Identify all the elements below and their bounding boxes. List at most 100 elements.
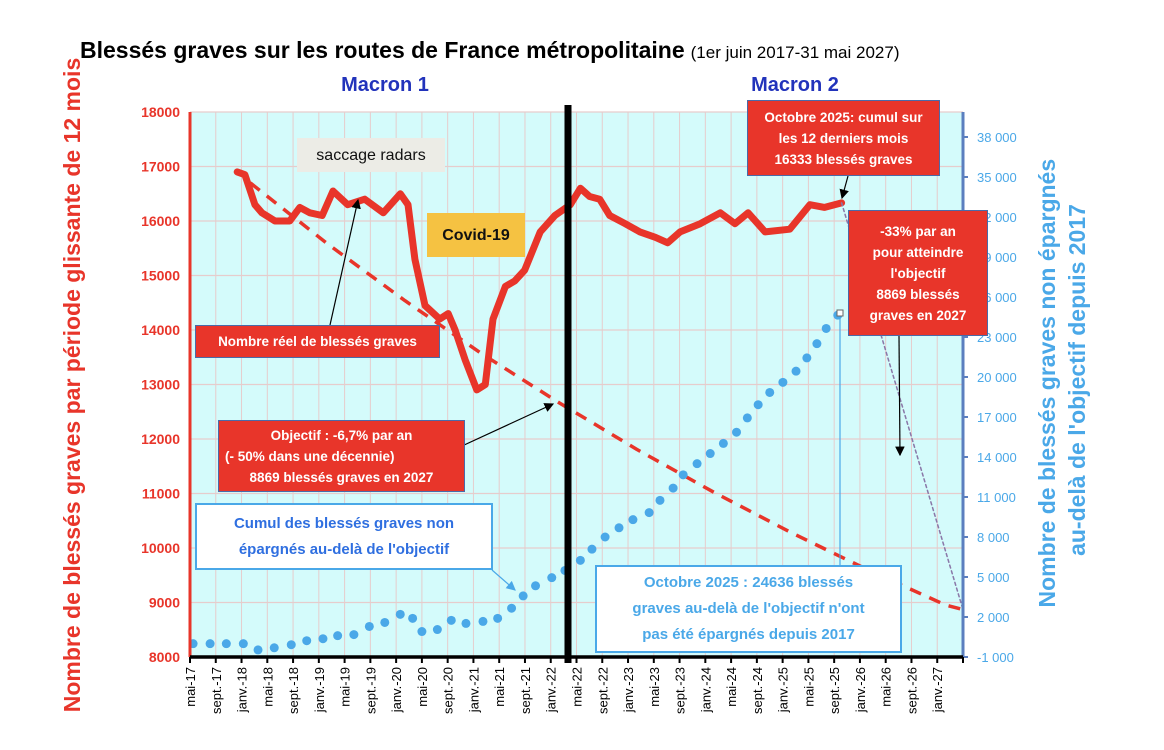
annotation-arrow — [461, 403, 555, 447]
annotation-octobre-non-epargnes: Octobre 2025 : 24636 blessés graves au-d… — [595, 565, 902, 653]
annotation-arrow — [895, 335, 905, 457]
y2-tick-label: 35 000 — [977, 170, 1017, 185]
cumul-data-point — [791, 366, 801, 376]
cumul-data-point — [692, 459, 702, 469]
cumul-data-point — [518, 591, 528, 601]
objectif-line2: (- 50% dans une décennie) — [225, 448, 395, 464]
cumul-data-point — [380, 617, 390, 627]
cumul-data-point — [238, 639, 248, 649]
x-tick-label: mai-23 — [647, 667, 662, 707]
x-tick-label: sept.-18 — [286, 667, 301, 714]
cumul-data-point — [408, 613, 418, 623]
moins33-line1: -33% par an — [880, 223, 956, 239]
cumul-data-point — [395, 609, 405, 619]
annotation-nombre-reel: Nombre réel de blessés graves — [195, 325, 440, 358]
y-tick-label: 13000 — [141, 377, 180, 393]
x-tick-label: sept.-26 — [904, 667, 919, 714]
y2-tick-label: 11 000 — [977, 490, 1016, 505]
annotation-saccage-radars: saccage radars — [297, 138, 445, 172]
cumul-label-line2: épargnés au-delà de l'objectif — [238, 540, 450, 558]
moins33-line5: graves en 2027 — [869, 307, 967, 323]
x-tick-label: janv.-26 — [853, 667, 868, 713]
cumul-data-point — [644, 508, 654, 518]
cumul-data-point — [678, 470, 688, 480]
cumul-label-line1: Cumul des blessés graves non — [233, 514, 455, 532]
y2-tick-label: 14 000 — [977, 450, 1017, 465]
cumul-data-point — [718, 438, 728, 448]
cumul-data-point — [269, 643, 279, 653]
cumul-data-point — [318, 634, 328, 644]
cumul-data-point — [531, 581, 541, 591]
cumul-data-point — [507, 603, 517, 613]
cumul-data-point — [432, 625, 442, 635]
octobre-cumul-line1: Octobre 2025: cumul sur — [764, 109, 923, 125]
cumul-data-point — [821, 323, 831, 333]
x-tick-label: mai-26 — [879, 667, 894, 707]
annotation-arrow-blue — [491, 569, 516, 591]
cumul-data-point — [778, 377, 788, 387]
cumul-data-point — [668, 483, 678, 493]
cumul-data-point — [655, 495, 665, 505]
y-tick-label: 17000 — [141, 159, 180, 175]
y-tick-label: 12000 — [141, 431, 180, 447]
y2-tick-label: 5 000 — [977, 570, 1010, 585]
cumul-data-point — [547, 573, 557, 583]
cumul-data-point — [417, 627, 427, 637]
title-main: Blessés graves sur les routes de France … — [80, 37, 685, 63]
x-tick-label: mai-17 — [183, 667, 198, 707]
x-tick-label: mai-18 — [260, 667, 275, 707]
y-tick-label: 11000 — [142, 486, 180, 502]
x-tick-label: janv.-19 — [312, 667, 327, 713]
cumul-data-point — [765, 387, 775, 397]
x-tick-label: sept.-19 — [363, 667, 378, 714]
cumul-data-point — [575, 555, 585, 565]
annotation-arrow — [839, 175, 849, 200]
cumul-data-point — [205, 639, 215, 649]
annotation-moins-33: -33% par an pour atteindre l'objectif 88… — [848, 210, 988, 336]
cumul-data-point — [732, 427, 742, 437]
cumul-data-point — [802, 353, 812, 363]
octobre-cumul-line2: les 12 derniers mois — [778, 130, 909, 146]
cumul-data-point — [753, 400, 763, 410]
y2-tick-label: 38 000 — [977, 130, 1017, 145]
annotation-covid: Covid-19 — [427, 213, 525, 257]
objectif-line1: Objectif : -6,7% par an — [270, 427, 413, 443]
y-axis-title: Nombre de blessés graves par période gli… — [59, 58, 85, 713]
non-epargnes-line3: pas été épargnés depuis 2017 — [642, 626, 855, 643]
y2-tick-label: 2 000 — [977, 610, 1010, 625]
octobre-cumul-line3: 16333 blessés graves — [774, 151, 913, 167]
y2-axis-title-line1: Nombre de blessés graves non épargnés — [1034, 159, 1060, 608]
cumul-data-point — [364, 621, 374, 631]
objectif-line3: 8869 blessés graves en 2027 — [249, 469, 434, 485]
cumul-data-point — [478, 616, 488, 626]
x-tick-label: mai-19 — [338, 667, 353, 707]
cumul-data-point — [812, 339, 822, 349]
y2-tick-label: -1 000 — [977, 650, 1014, 665]
x-tick-label: mai-21 — [492, 667, 507, 707]
x-tick-label: mai-25 — [801, 667, 816, 707]
moins33-line2: pour atteindre — [872, 244, 964, 260]
cumul-data-point — [742, 413, 752, 423]
x-tick-label: mai-22 — [570, 667, 585, 707]
annotation-octobre-cumul: Octobre 2025: cumul sur les 12 derniers … — [747, 100, 940, 176]
x-tick-label: sept.-24 — [750, 667, 765, 714]
cumul-data-point — [221, 639, 231, 649]
cumul-data-point — [461, 618, 471, 628]
y-tick-label: 14000 — [141, 322, 180, 338]
cumul-data-point — [628, 515, 638, 525]
title-sub: (1er juin 2017-31 mai 2027) — [691, 43, 900, 62]
y-tick-label: 9000 — [149, 595, 180, 611]
x-tick-label: janv.-18 — [235, 667, 250, 713]
cumul-data-point — [302, 636, 312, 646]
x-tick-label: janv.-21 — [466, 667, 481, 713]
annotation-cumul-label: Cumul des blessés graves non épargnés au… — [195, 503, 493, 570]
x-tick-label: janv.-23 — [621, 667, 636, 713]
y-tick-label: 16000 — [141, 213, 180, 229]
series-line-reel — [233, 168, 846, 394]
cumul-data-point — [286, 640, 296, 650]
non-epargnes-line1: Octobre 2025 : 24636 blessés — [643, 574, 854, 591]
y-tick-label: 18000 — [141, 104, 180, 120]
y2-tick-label: 8 000 — [977, 530, 1010, 545]
non-epargnes-line2: graves au-delà de l'objectif n'ont — [632, 600, 865, 617]
